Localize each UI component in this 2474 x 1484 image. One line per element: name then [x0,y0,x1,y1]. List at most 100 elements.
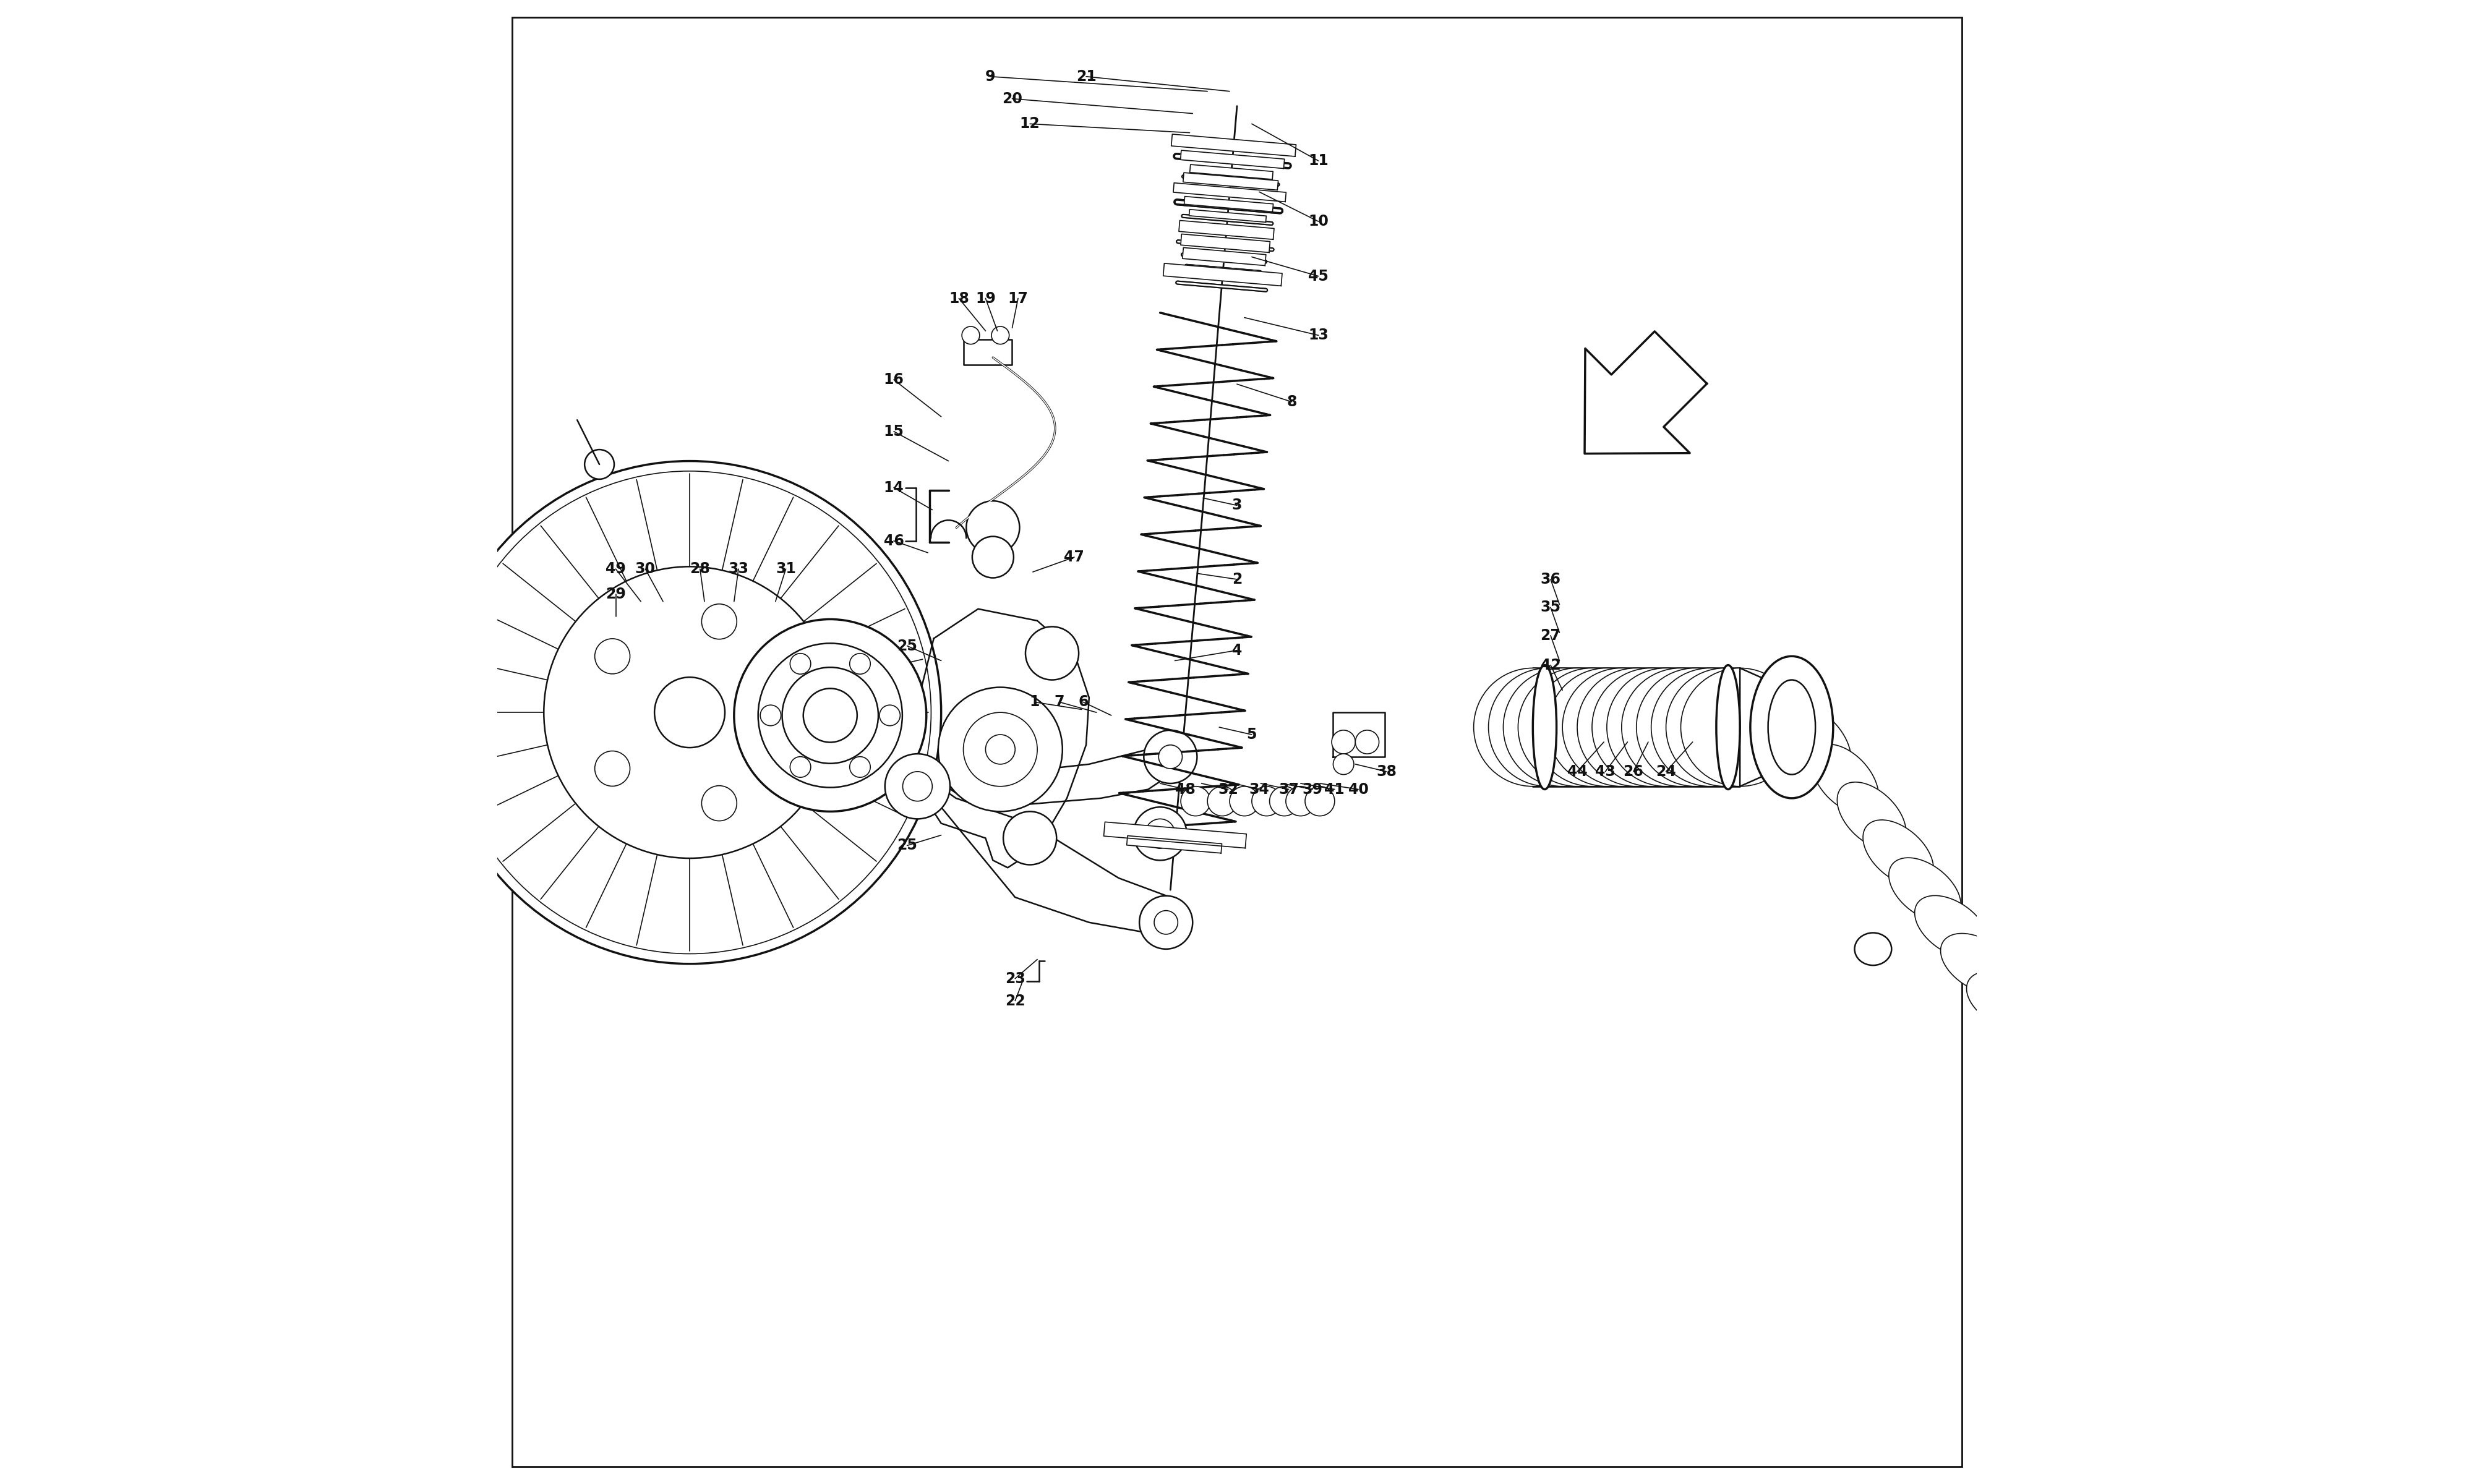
Text: 36: 36 [1541,571,1561,586]
Circle shape [1004,812,1056,865]
Circle shape [782,668,878,763]
Circle shape [767,695,804,730]
Text: 25: 25 [898,638,918,653]
Circle shape [735,619,925,812]
Text: 31: 31 [777,561,797,576]
Text: 48: 48 [1175,782,1195,797]
Text: 23: 23 [1004,971,1024,985]
Circle shape [962,712,1037,787]
Polygon shape [1126,835,1222,853]
Ellipse shape [1534,668,1650,787]
Text: 28: 28 [690,561,710,576]
Circle shape [1333,754,1353,775]
Text: 1: 1 [1029,695,1039,709]
Ellipse shape [1665,668,1784,787]
Circle shape [1252,787,1282,816]
Text: 25: 25 [898,838,918,853]
Text: 34: 34 [1249,782,1269,797]
Circle shape [789,653,811,674]
Polygon shape [1183,172,1279,190]
Polygon shape [1163,263,1282,286]
Circle shape [757,643,903,788]
Text: 22: 22 [1004,993,1024,1008]
Text: 24: 24 [1655,764,1675,779]
Text: 40: 40 [1348,782,1368,797]
Circle shape [1269,787,1299,816]
Text: 21: 21 [1076,70,1096,85]
Circle shape [972,536,1014,577]
Text: 41: 41 [1324,782,1346,797]
Ellipse shape [1749,656,1833,798]
Text: 9: 9 [985,70,995,85]
Text: 18: 18 [948,291,970,306]
Circle shape [1306,787,1333,816]
Circle shape [1133,807,1188,861]
Circle shape [1286,787,1316,816]
Text: 20: 20 [1002,92,1022,107]
Text: 7: 7 [1054,695,1064,709]
Polygon shape [1170,134,1296,156]
Text: 49: 49 [606,561,626,576]
Ellipse shape [1940,933,2016,994]
Circle shape [967,502,1019,554]
Text: 29: 29 [606,586,626,601]
Circle shape [962,326,980,344]
Circle shape [1158,745,1183,769]
Text: 16: 16 [883,372,903,387]
Circle shape [886,754,950,819]
Ellipse shape [1680,668,1799,787]
Circle shape [1180,787,1210,816]
Circle shape [903,772,933,801]
Ellipse shape [1534,665,1556,789]
Text: 26: 26 [1623,764,1643,779]
Polygon shape [910,608,1089,868]
Circle shape [1143,730,1197,784]
Text: 14: 14 [883,481,903,496]
Text: 32: 32 [1217,782,1239,797]
Circle shape [760,705,782,726]
Ellipse shape [1786,706,1851,778]
Circle shape [1230,787,1259,816]
Circle shape [703,604,737,640]
Circle shape [438,462,940,963]
Circle shape [1331,730,1356,754]
Ellipse shape [1475,668,1591,787]
Polygon shape [1739,668,1766,787]
Text: 45: 45 [1309,269,1329,283]
Ellipse shape [1578,668,1695,787]
Ellipse shape [1838,782,1905,850]
Text: 5: 5 [1247,727,1257,742]
Polygon shape [1586,331,1707,454]
Polygon shape [1333,712,1385,757]
Ellipse shape [1915,895,1989,959]
Text: 35: 35 [1541,600,1561,614]
Polygon shape [1190,165,1274,180]
Ellipse shape [1811,745,1878,813]
Circle shape [1141,896,1192,950]
Circle shape [992,326,1009,344]
Polygon shape [1183,248,1267,266]
Circle shape [789,757,811,778]
Ellipse shape [1519,668,1635,787]
Circle shape [594,751,631,787]
Ellipse shape [1489,668,1606,787]
Text: 12: 12 [1019,116,1039,131]
Ellipse shape [1504,668,1620,787]
Circle shape [804,689,856,742]
Text: 43: 43 [1596,764,1616,779]
Ellipse shape [1863,819,1935,886]
Ellipse shape [1606,668,1724,787]
Circle shape [1024,626,1079,680]
Circle shape [1145,819,1175,849]
Text: 37: 37 [1279,782,1299,797]
Text: 38: 38 [1376,764,1398,779]
Polygon shape [1103,822,1247,847]
Ellipse shape [1856,933,1893,965]
Circle shape [1356,730,1378,754]
Ellipse shape [1635,668,1754,787]
Ellipse shape [1591,668,1710,787]
Text: 44: 44 [1566,764,1588,779]
Ellipse shape [1564,668,1680,787]
Text: 13: 13 [1309,328,1329,343]
Ellipse shape [1650,668,1769,787]
